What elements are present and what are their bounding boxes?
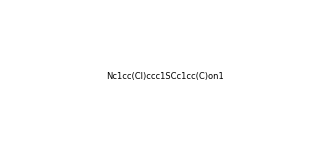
Text: Nc1cc(Cl)ccc1SCc1cc(C)on1: Nc1cc(Cl)ccc1SCc1cc(C)on1 — [107, 71, 224, 81]
